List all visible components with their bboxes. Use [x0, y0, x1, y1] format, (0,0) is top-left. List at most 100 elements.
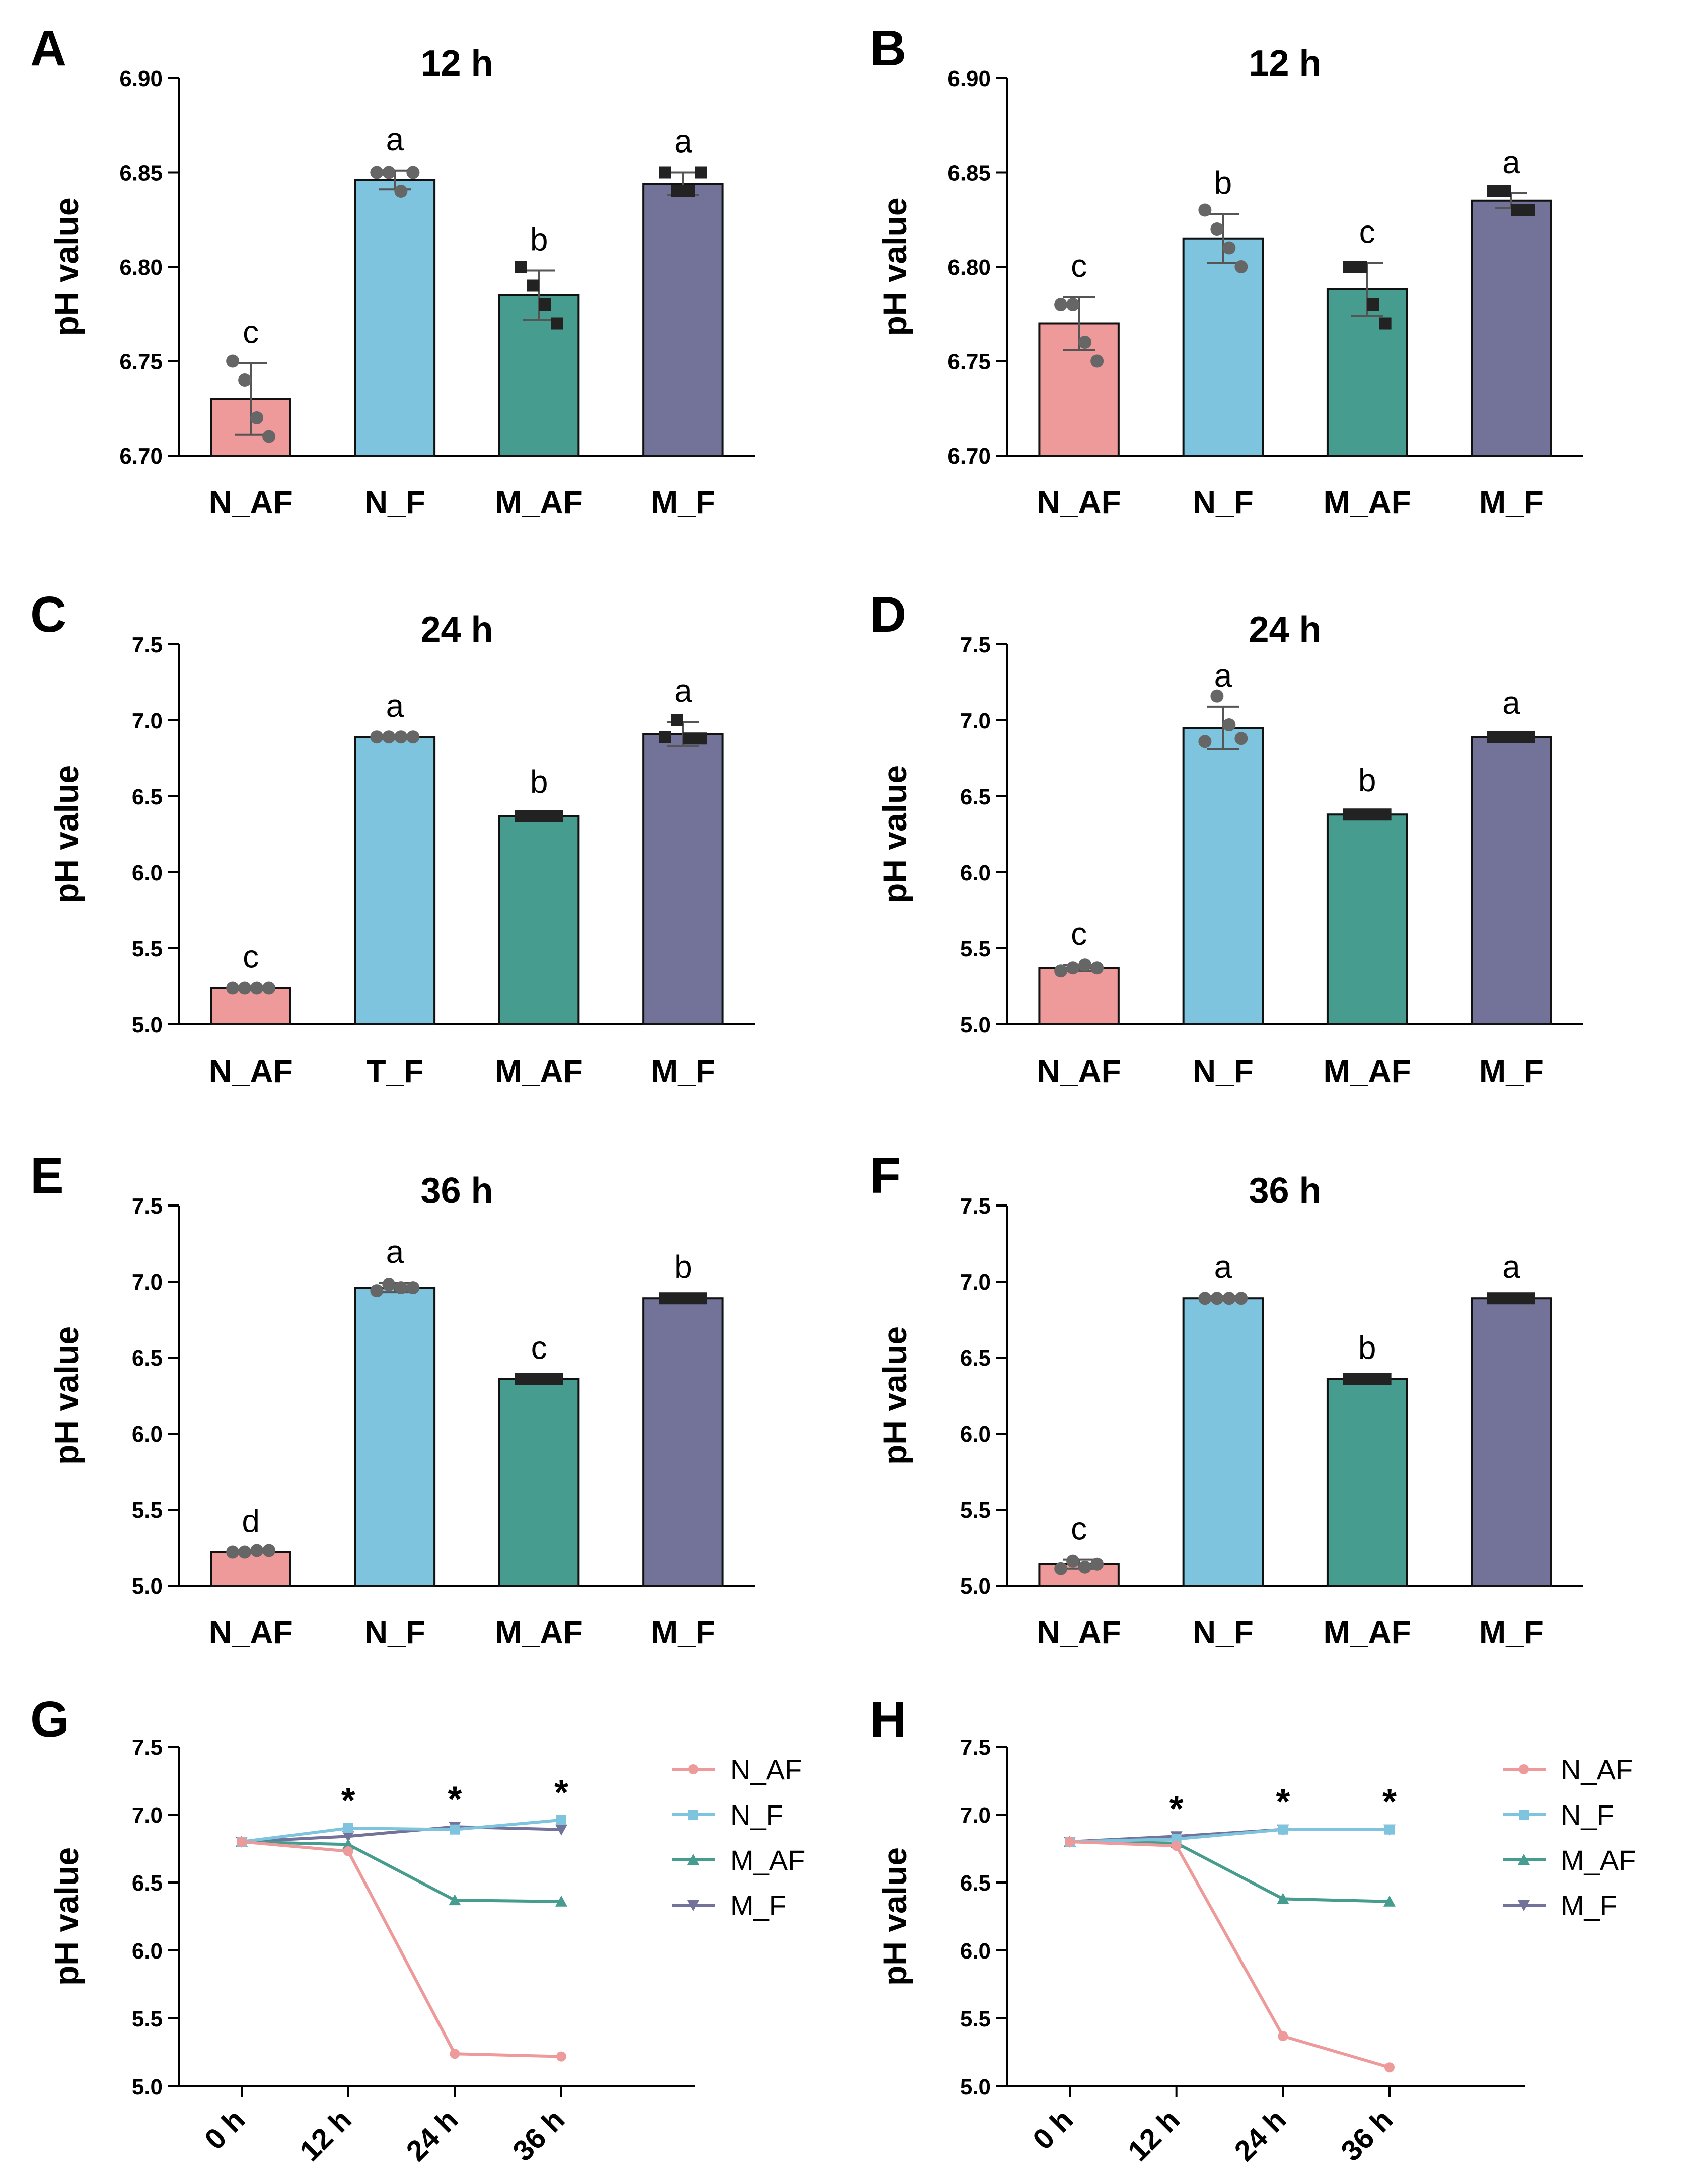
panel-F: F 36 h 5.0 5.5 6.0 6.5 7.0 7.5 pH value c N_AF a N_F…: [870, 1148, 1583, 1650]
y-tick-label: 6.75: [947, 350, 991, 374]
data-point: [370, 166, 384, 179]
significance-letter: b: [1358, 1329, 1376, 1366]
series-line: [241, 1818, 562, 1843]
data-point: [695, 1292, 707, 1305]
data-point: [1499, 731, 1511, 743]
significance-letter: a: [1502, 144, 1520, 180]
series-point: [450, 1824, 460, 1835]
data-point: [1523, 1292, 1535, 1305]
y-axis-label: pH value: [876, 197, 913, 336]
data-point: [370, 1284, 384, 1298]
data-point: [1078, 1560, 1092, 1574]
series-point: [343, 1846, 353, 1856]
series-point: [1171, 1841, 1182, 1851]
y-tick-label: 6.0: [132, 1422, 163, 1447]
y-axis-label: pH value: [876, 1326, 913, 1465]
panel-label: F: [870, 1148, 901, 1204]
significance-letter: a: [1502, 1249, 1520, 1285]
bar: [1326, 813, 1408, 1025]
data-point: [1379, 1373, 1392, 1385]
y-tick-label: 5.0: [132, 2075, 163, 2099]
data-point: [1523, 204, 1535, 216]
data-point: [1367, 298, 1379, 311]
bar: [1182, 237, 1264, 457]
data-point: [1343, 1373, 1355, 1385]
x-tick-label: N_AF: [1037, 1053, 1121, 1089]
series-point: [1384, 1824, 1395, 1835]
panel-A: A 12 h 6.70 6.75 6.80 6.85 6.90 pH value c N_AF a N…: [30, 20, 755, 520]
data-point: [226, 354, 240, 368]
series-point: [1065, 1837, 1075, 1847]
panel-label: H: [870, 1691, 906, 1748]
y-tick-label: 7.5: [960, 1735, 991, 1760]
data-point: [238, 981, 252, 995]
data-point: [683, 732, 695, 745]
y-tick-label: 5.0: [960, 1574, 991, 1599]
series-point: [1383, 1895, 1396, 1907]
x-tick-label: N_F: [1193, 1614, 1254, 1650]
y-tick-label: 5.5: [960, 937, 991, 961]
y-tick-label: 7.0: [960, 709, 991, 733]
significance-letter: b: [1358, 762, 1376, 798]
significance-asterisk: *: [1382, 1782, 1397, 1823]
significance-letter: a: [386, 1234, 404, 1270]
panel-label: C: [30, 586, 66, 643]
significance-letter: c: [1071, 248, 1087, 284]
significance-asterisk: *: [1276, 1782, 1290, 1823]
data-point: [1066, 1554, 1080, 1568]
bar: [1182, 1297, 1264, 1587]
y-tick-label: 6.5: [132, 1871, 163, 1896]
data-point: [250, 411, 264, 424]
data-point: [1198, 1292, 1212, 1305]
y-tick-label: 6.75: [119, 350, 163, 374]
data-point: [551, 317, 563, 330]
chart-title: 12 h: [1249, 43, 1321, 84]
data-point: [1078, 336, 1092, 349]
y-tick-label: 7.0: [132, 1803, 163, 1828]
bar: [642, 733, 724, 1026]
y-tick-label: 6.0: [960, 1422, 991, 1447]
chart-title: 36 h: [1249, 1171, 1321, 1211]
y-tick-label: 6.0: [132, 861, 163, 885]
data-point: [1066, 961, 1080, 975]
data-point: [1234, 1292, 1248, 1305]
legend-marker: [1519, 1810, 1529, 1820]
y-tick-label: 6.5: [960, 785, 991, 809]
data-point: [1234, 260, 1248, 273]
y-tick-label: 6.0: [960, 1939, 991, 1964]
y-tick-label: 7.5: [960, 1194, 991, 1219]
series-point: [342, 1838, 354, 1850]
y-tick-label: 5.0: [132, 1574, 163, 1599]
significance-letter: a: [1502, 685, 1520, 721]
data-point: [539, 298, 551, 311]
series-point: [343, 1823, 353, 1833]
y-tick-label: 5.5: [132, 1498, 163, 1523]
y-axis-label: pH value: [48, 765, 85, 903]
data-point: [1222, 718, 1236, 732]
y-axis-label: pH value: [876, 765, 913, 903]
data-point: [1523, 731, 1535, 743]
y-axis-label: pH value: [48, 1326, 85, 1465]
legend-marker: [687, 1854, 699, 1865]
series-point: [555, 1895, 567, 1907]
data-point: [527, 810, 539, 822]
data-point: [1343, 808, 1355, 821]
data-point: [1355, 1373, 1367, 1385]
data-point: [250, 1544, 264, 1557]
x-tick-label: M_F: [1479, 1614, 1544, 1650]
y-tick-label: 5.0: [960, 2075, 991, 2099]
significance-letter: a: [674, 672, 692, 709]
significance-letter: b: [1214, 165, 1232, 201]
data-point: [394, 730, 408, 744]
panel-B: B 12 h 6.70 6.75 6.80 6.85 6.90 pH value c N_AF b N…: [870, 20, 1583, 520]
data-point: [1487, 1292, 1499, 1305]
significance-letter: c: [1071, 916, 1087, 952]
data-point: [370, 730, 384, 744]
data-point: [695, 166, 707, 179]
y-tick-label: 6.5: [132, 785, 163, 809]
data-point: [1198, 203, 1212, 217]
data-point: [238, 373, 252, 387]
x-tick-label: M_AF: [495, 1053, 583, 1089]
y-tick-label: 6.90: [119, 66, 163, 91]
x-tick-label: T_F: [366, 1053, 423, 1089]
